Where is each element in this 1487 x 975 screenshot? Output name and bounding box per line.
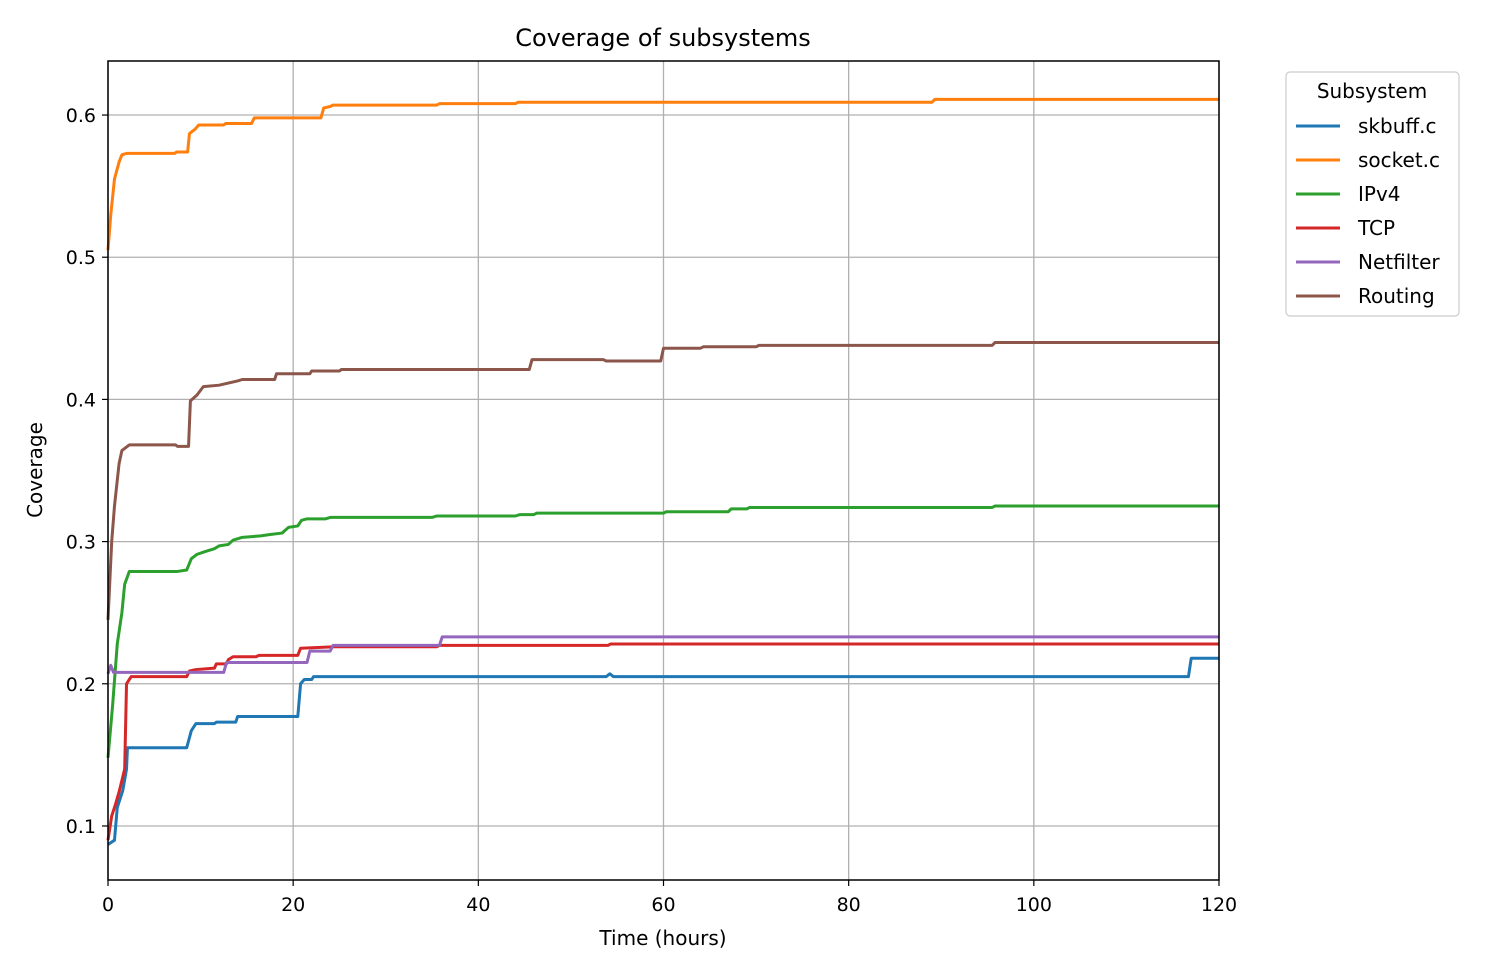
legend-label-ipv4: IPv4 bbox=[1358, 182, 1401, 206]
y-axis-label: Coverage bbox=[23, 422, 47, 518]
series-line-routing bbox=[106, 341, 1219, 620]
y-tick-label: 0.4 bbox=[66, 389, 96, 411]
x-tick-label: 40 bbox=[466, 894, 490, 916]
x-axis-ticks: 0 20 40 60 80 100 120 bbox=[102, 880, 1237, 916]
x-tick-label: 0 bbox=[102, 894, 114, 916]
series-line-ipv4 bbox=[106, 504, 1219, 758]
x-tick-label: 120 bbox=[1201, 894, 1237, 916]
legend-label-skbuff-c: skbuff.c bbox=[1358, 114, 1437, 138]
x-axis-label: Time (hours) bbox=[598, 926, 726, 950]
series-line-skbuff-c bbox=[107, 656, 1219, 846]
y-tick-label: 0.5 bbox=[66, 247, 96, 269]
x-tick-label: 100 bbox=[1016, 894, 1052, 916]
legend-label-routing: Routing bbox=[1358, 284, 1435, 308]
series-line-socket-c bbox=[106, 97, 1219, 251]
legend: Subsystem skbuff.c socket.c IPv4 TCP Netfilt… bbox=[1285, 71, 1460, 317]
legend-box bbox=[1285, 71, 1460, 317]
legend-label-socket-c: socket.c bbox=[1358, 148, 1440, 172]
legend-label-netfilter: Netfilter bbox=[1358, 250, 1440, 274]
legend-entries: skbuff.c socket.c IPv4 TCP Netfilter Routing bbox=[1296, 114, 1440, 308]
legend-title: Subsystem bbox=[1317, 79, 1427, 103]
y-axis-ticks: 0.1 0.2 0.3 0.4 0.5 0.6 bbox=[66, 105, 108, 838]
legend-label-tcp: TCP bbox=[1357, 216, 1395, 240]
y-tick-label: 0.3 bbox=[66, 532, 96, 554]
y-tick-label: 0.1 bbox=[66, 816, 96, 838]
grid bbox=[107, 61, 1220, 880]
series-line-netfilter bbox=[106, 635, 1219, 675]
chart-title: Coverage of subsystems bbox=[515, 24, 811, 52]
x-tick-label: 20 bbox=[281, 894, 305, 916]
x-tick-label: 80 bbox=[837, 894, 861, 916]
y-tick-label: 0.2 bbox=[66, 674, 96, 696]
x-tick-label: 60 bbox=[651, 894, 675, 916]
series-lines bbox=[106, 97, 1219, 846]
y-tick-label: 0.6 bbox=[66, 105, 96, 127]
